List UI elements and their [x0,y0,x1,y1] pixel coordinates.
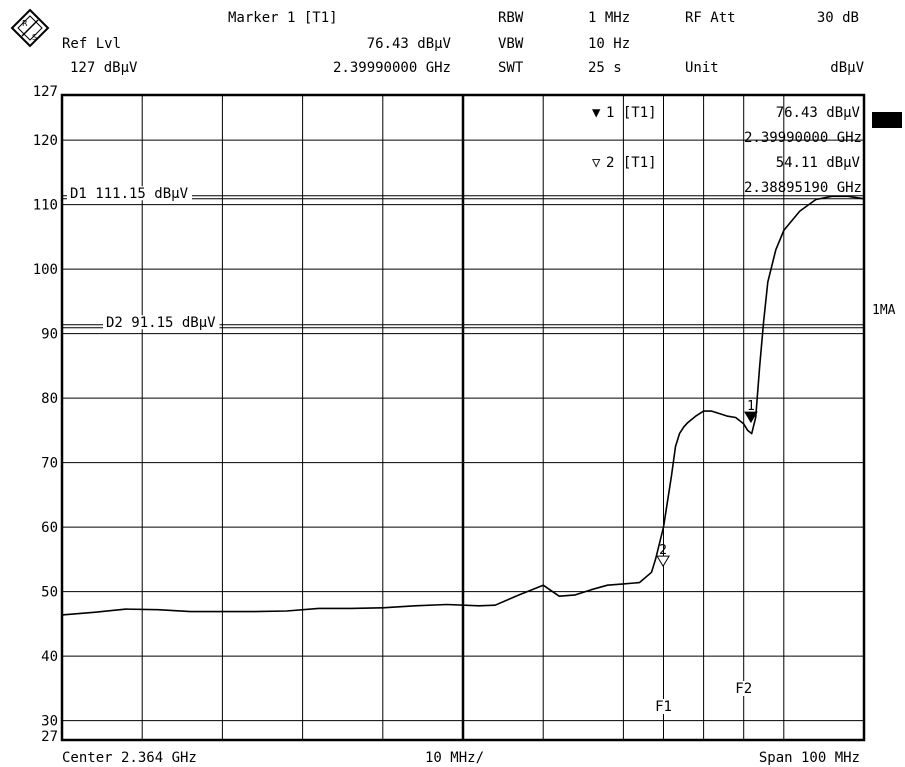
rf-att-label: RF Att [685,10,736,26]
y-tick-label: 127 [33,84,58,100]
marker2-freq: 2.38895190 GHz [744,180,862,196]
y-tick-label: 110 [33,198,58,214]
rbw-label: RBW [498,10,524,26]
trace-mode-label: 1MA [872,303,896,318]
marker-glyphs: 12 [656,399,758,568]
marker2-glyph: ▽ [592,155,601,171]
y-tick-label: 70 [41,456,58,472]
rohde-schwarz-logo: R S [10,8,50,48]
marker-1-id: 1 [747,399,755,414]
marker-freq: 2.39990000 GHz [333,60,451,76]
marker1-level: 76.43 dBµV [776,105,861,121]
status-block [872,112,902,128]
marker-2-id: 2 [659,543,667,558]
y-tick-label: 60 [41,520,58,536]
marker-table: ▼ 1 [T1] 76.43 dBµV 2.39990000 GHz ▽ 2 [… [592,105,862,196]
unit-label: Unit [685,60,719,76]
display-lines: D1 111.15 dBµV D2 91.15 dBµV [62,186,864,331]
span-label: Span 100 MHz [759,750,860,766]
y-tick-label: 90 [41,327,58,343]
display-line-label-d1: D1 111.15 dBµV [70,186,189,202]
y-tick-label: 100 [33,262,58,278]
marker1-freq: 2.39990000 GHz [744,130,862,146]
freq-line-label-f2: F2 [735,681,752,697]
y-tick-label: 30 [41,714,58,730]
frequency-lines: F1 F2 [653,95,754,740]
swt-label: SWT [498,60,524,76]
trace-line-1 [61,195,865,616]
marker2-label: 2 [T1] [606,155,657,171]
unit-value: dBµV [830,60,864,76]
y-tick-label: 50 [41,585,58,601]
y-tick-label: 40 [41,649,58,665]
freq-line-label-bg [733,681,754,696]
freq-line-label-f1: F1 [655,699,672,715]
y-tick-label: 80 [41,391,58,407]
division-label: 10 MHz/ [425,750,484,766]
rf-att-value: 30 dB [817,10,859,26]
marker-2-triangle [656,555,670,568]
marker1-glyph: ▼ [592,105,601,121]
marker-1-triangle [744,411,758,424]
svg-text:R: R [22,19,28,28]
rbw-value: 1 MHz [588,10,630,26]
vbw-value: 10 Hz [588,36,630,52]
y-tick-label: 27 [41,729,58,745]
marker2-level: 54.11 dBµV [776,155,861,171]
freq-line-label-bg [653,699,674,714]
ref-lvl-label: Ref Lvl [62,36,121,52]
swt-value: 25 s [588,60,622,76]
display-line-label-bg [103,315,220,330]
display-line-label-bg [67,186,192,201]
marker1-label: 1 [T1] [606,105,657,121]
ref-lvl-value: 127 dBµV [70,60,138,76]
y-tick-label: 120 [33,133,58,149]
display-line-label-d2: D2 91.15 dBµV [106,315,216,331]
vbw-label: VBW [498,36,524,52]
svg-text:S: S [32,33,37,42]
marker-label: Marker 1 [T1] [228,10,338,26]
marker-level: 76.43 dBµV [367,36,452,52]
trace-group [61,195,865,616]
center-freq-label: Center 2.364 GHz [62,750,197,766]
